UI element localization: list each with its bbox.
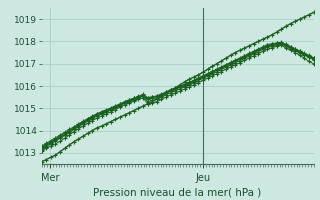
X-axis label: Pression niveau de la mer( hPa ): Pression niveau de la mer( hPa ) [93,187,262,197]
